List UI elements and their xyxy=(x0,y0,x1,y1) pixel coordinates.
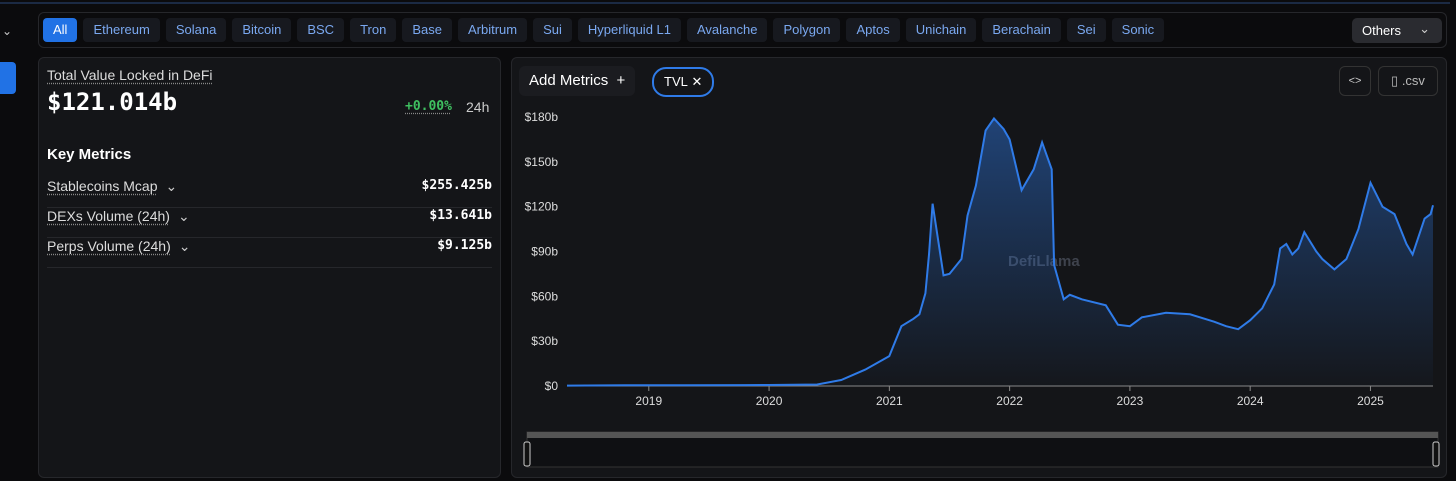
csv-button[interactable]: ▯ .csv xyxy=(1378,66,1438,96)
others-label: Others xyxy=(1362,23,1402,38)
metric-row: Perps Volume (24h) ⌄ $9.125b xyxy=(47,238,492,268)
chevron: ⌄ xyxy=(178,238,191,254)
y-tick-label: $30b xyxy=(531,334,558,348)
range-slider-bar[interactable] xyxy=(527,432,1438,438)
x-tick-label: 2019 xyxy=(635,394,662,408)
y-tick-label: $60b xyxy=(531,289,558,303)
x-tick-label: 2022 xyxy=(996,394,1023,408)
range-handle-left[interactable] xyxy=(523,441,531,467)
area xyxy=(567,118,1433,386)
x-tick-label: 2024 xyxy=(1237,394,1264,408)
chain-chip[interactable]: All xyxy=(43,18,78,42)
others-dropdown[interactable]: Others ⌄ xyxy=(1352,18,1442,43)
chain-chip[interactable]: Polygon xyxy=(773,18,841,42)
chain-chip[interactable]: Arbitrum xyxy=(457,18,528,42)
csv-label: .csv xyxy=(1401,73,1425,88)
metric-label[interactable]: Perps Volume (24h) xyxy=(47,238,171,254)
key-metrics-title: Key Metrics xyxy=(47,146,132,163)
filter-bar xyxy=(38,12,1447,48)
summary-value: $121.014b xyxy=(47,88,178,116)
chain-chip[interactable]: Unichain xyxy=(905,18,977,42)
metric-value: $9.125b xyxy=(437,238,492,253)
line xyxy=(566,116,1434,387)
y-tick-label: $120b xyxy=(525,200,559,214)
add-metrics-button[interactable]: Add Metrics + xyxy=(519,66,636,96)
metric-label[interactable]: DEXs Volume (24h) xyxy=(47,208,170,224)
summary-title: Total Value Locked in DeFi xyxy=(47,67,213,83)
chain-chip[interactable]: BSC xyxy=(297,18,345,42)
chain-filters: All Ethereum Solana Bitcoin BSC Tron Base Arbit… xyxy=(43,18,1165,42)
x-tick-label: 2021 xyxy=(876,394,903,408)
chain-chip[interactable]: Tron xyxy=(350,18,397,42)
chevron: ⌄ xyxy=(165,178,178,194)
chain-chip[interactable]: Sui xyxy=(533,18,572,42)
summary-period: 24h xyxy=(466,99,490,115)
x-tick-label: 2025 xyxy=(1357,394,1384,408)
y-tick-label: $0 xyxy=(545,379,559,393)
chain-chip[interactable]: Avalanche xyxy=(687,18,768,42)
chevron: ⌄ xyxy=(1419,21,1430,36)
y-tick-label: $180b xyxy=(525,110,559,124)
metric-label[interactable]: Stablecoins Mcap xyxy=(47,178,158,194)
add-metrics-label: Add Metrics xyxy=(529,72,609,89)
metric-tag-label: TVL xyxy=(664,74,688,89)
chevron: ⌄ xyxy=(177,208,190,224)
metric-row: Stablecoins Mcap ⌄ $255.425b xyxy=(47,178,492,208)
metric-tag[interactable]: TVL ✕ xyxy=(652,67,715,97)
chain-chip[interactable]: Solana xyxy=(165,18,227,42)
chain-chip[interactable]: Base xyxy=(402,18,452,42)
metric-value: $13.641b xyxy=(429,208,492,223)
chain-chip[interactable]: Berachain xyxy=(982,18,1061,42)
chain-chip[interactable]: Ethereum xyxy=(83,18,160,42)
chain-chip[interactable]: Sei xyxy=(1066,18,1106,42)
summary-change: +0.00% xyxy=(405,99,452,114)
x-tick-label: 2020 xyxy=(756,394,783,408)
range-handle-right[interactable] xyxy=(1432,441,1440,467)
x-tick-label: 2023 xyxy=(1117,394,1144,408)
sidebar-chevron[interactable]: ⌄ xyxy=(2,24,13,38)
y-tick-label: $150b xyxy=(525,155,559,169)
metric-value: $255.425b xyxy=(421,178,492,193)
chain-chip[interactable]: Bitcoin xyxy=(232,18,292,42)
metric-row: DEXs Volume (24h) ⌄ $13.641b xyxy=(47,208,492,238)
chain-chip[interactable]: Hyperliquid L1 xyxy=(577,18,681,42)
chain-chip[interactable]: Aptos xyxy=(846,18,900,42)
embed-button[interactable]: <> xyxy=(1339,66,1371,96)
chain-chip[interactable]: Sonic xyxy=(1111,18,1165,42)
sidebar-indicator xyxy=(0,62,16,94)
y-tick-label: $90b xyxy=(531,245,558,259)
top-line xyxy=(0,2,1450,4)
